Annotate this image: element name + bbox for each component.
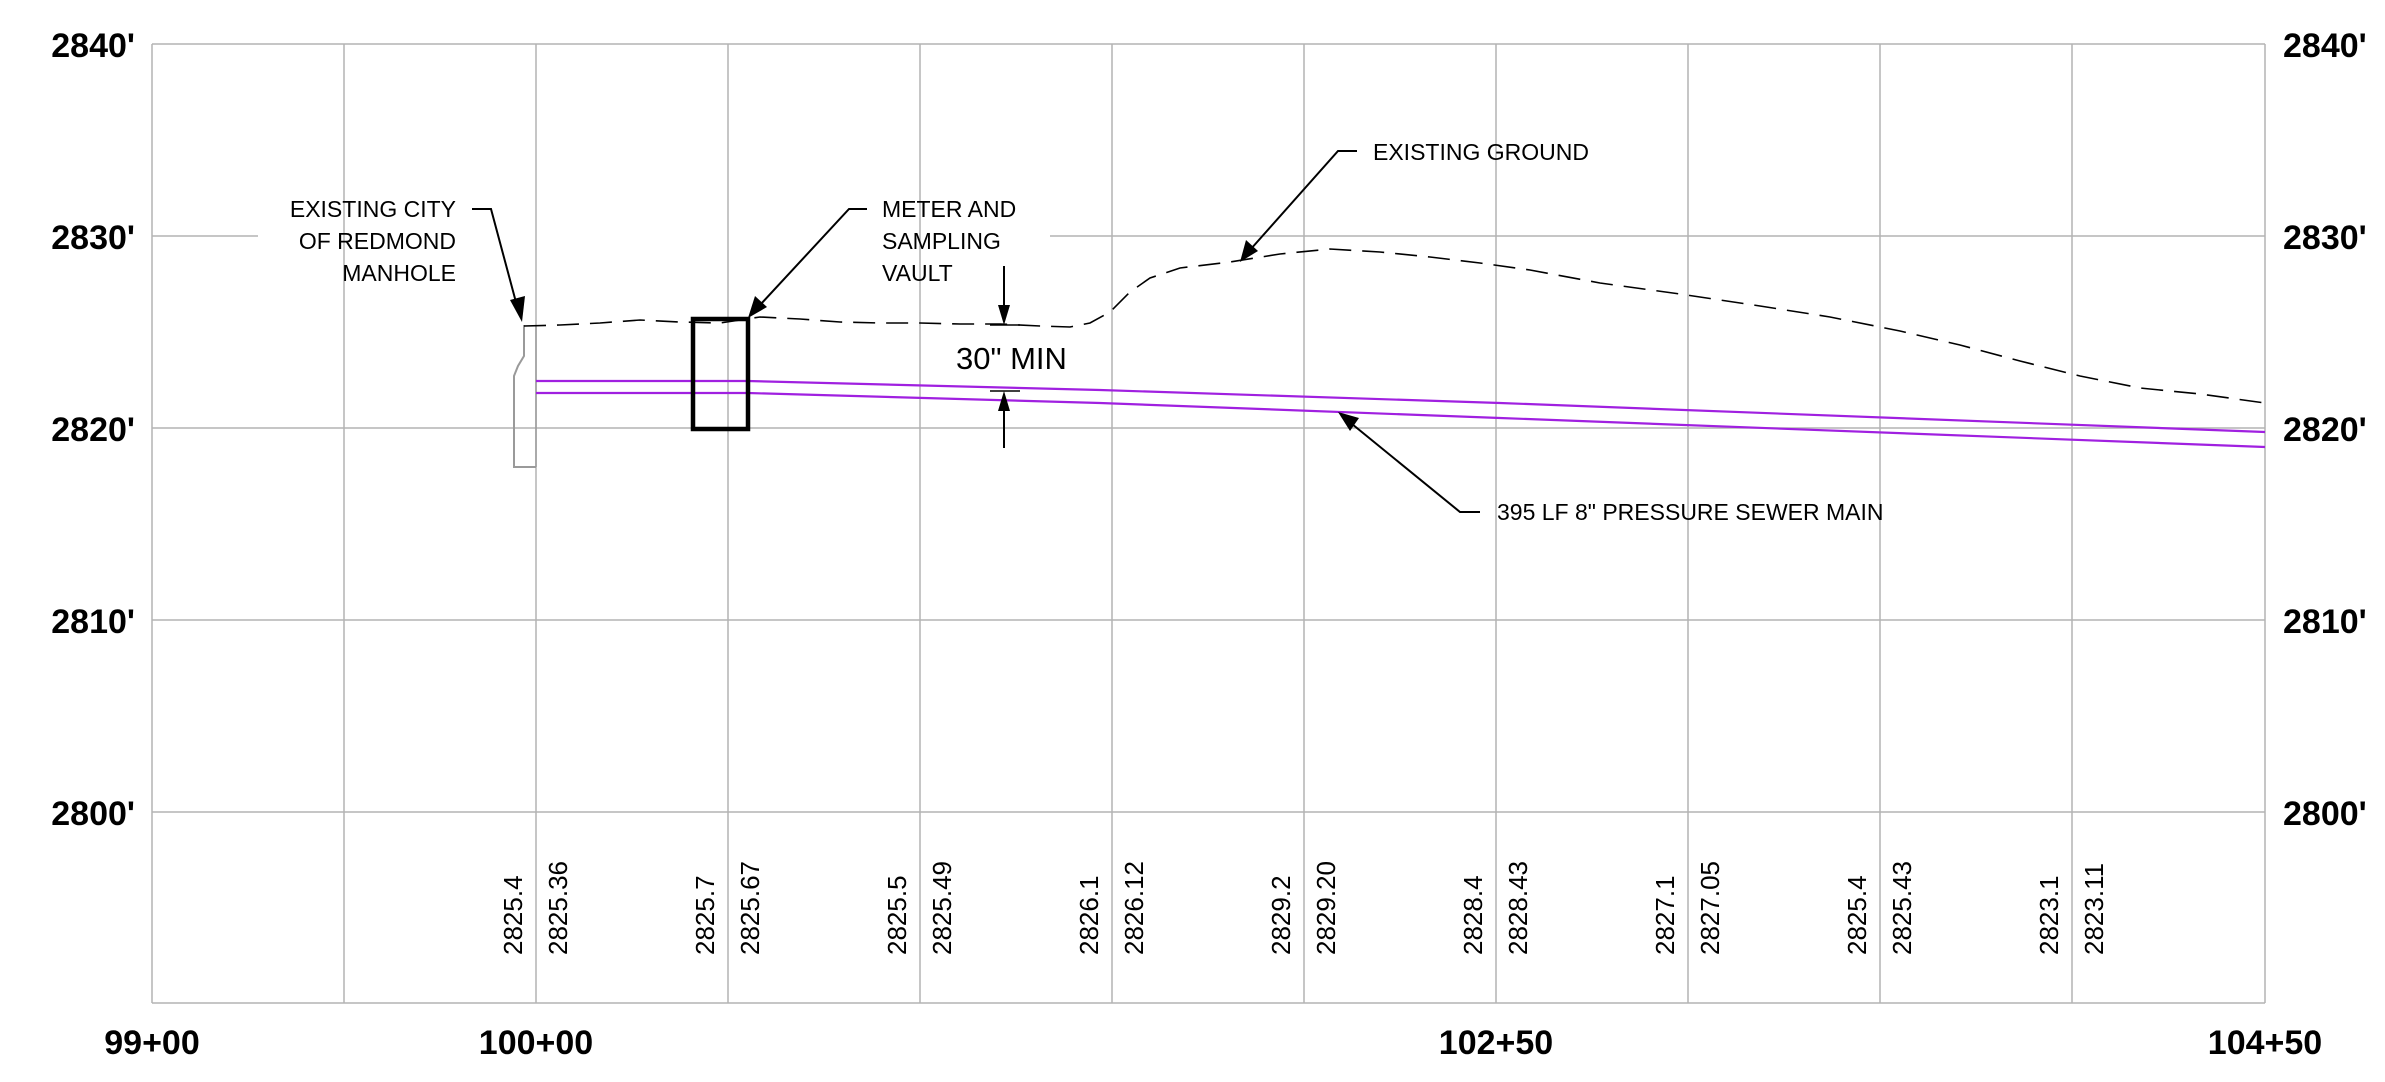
elev-label-right: 2830' [2283,219,2367,257]
grade-value-existing: 2829.2 [1266,875,1296,955]
cover-dimension: 30" MIN [956,266,1067,448]
grade-value-existing: 2825.7 [690,875,720,955]
manhole-note-line: MANHOLE [342,260,456,286]
grade-value-existing: 2825.4 [1842,875,1872,955]
grade-value-existing: 2826.1 [1074,875,1104,955]
left-elevation-labels: 2840' 2830' 2820' 2810' 2800' [51,27,135,833]
grade-value-design: 2825.36 [543,861,573,955]
meter-sampling-vault [690,316,751,432]
elev-label-left: 2800' [51,795,135,833]
sewer-pipe-bottom [536,391,2266,449]
manhole-callout: EXISTING CITY OF REDMOND MANHOLE [290,196,525,322]
elev-label-left: 2830' [51,219,135,257]
vault-note-line: SAMPLING [882,228,1001,254]
grade-value-design: 2823.11 [2079,863,2109,955]
cover-label: 30" MIN [956,341,1067,376]
elev-label-left: 2820' [51,411,135,449]
existing-manhole [513,325,536,468]
elev-label-left: 2840' [51,27,135,65]
grade-values: 2825.4 2825.36 2825.7 2825.67 2825.5 282… [498,861,2109,955]
right-elevation-labels: 2840' 2830' 2820' 2810' 2800' [2283,27,2367,833]
elev-label-right: 2840' [2283,27,2367,65]
elev-label-right: 2810' [2283,603,2367,641]
station-label: 102+50 [1439,1024,1553,1062]
grade-value-existing: 2828.4 [1458,875,1488,955]
vault-callout: METER AND SAMPLING VAULT [748,196,1016,318]
grade-value-existing: 2825.5 [882,875,912,955]
station-labels: 99+00 100+00 102+50 104+50 [104,1024,2322,1062]
grade-value-design: 2829.20 [1311,861,1341,955]
sewer-callout: 395 LF 8" PRESSURE SEWER MAIN [1338,412,1884,525]
station-label: 99+00 [104,1024,200,1062]
grade-value-design: 2826.12 [1119,861,1149,955]
manhole-note-line: OF REDMOND [299,228,456,254]
grade-value-existing: 2823.1 [2034,875,2064,955]
grade-value-design: 2828.43 [1503,861,1533,955]
ground-callout: EXISTING GROUND [1240,139,1589,262]
grade-value-design: 2825.43 [1887,861,1917,955]
grade-value-design: 2825.67 [735,861,765,955]
ground-note: EXISTING GROUND [1373,139,1589,165]
elev-label-right: 2800' [2283,795,2367,833]
existing-ground-line [523,248,2266,404]
vault-note-line: METER AND [882,196,1016,222]
grid [151,43,2266,1004]
sewer-pipe-top [536,379,2266,434]
grade-value-design: 2825.49 [927,861,957,955]
elev-label-right: 2820' [2283,411,2367,449]
manhole-note-line: EXISTING CITY [290,196,456,222]
sewer-note: 395 LF 8" PRESSURE SEWER MAIN [1497,499,1884,525]
vault-note-line: VAULT [882,260,953,286]
station-label: 100+00 [479,1024,593,1062]
grade-value-existing: 2827.1 [1650,875,1680,955]
grade-value-design: 2827.05 [1695,861,1725,955]
elev-label-left: 2810' [51,603,135,641]
station-label: 104+50 [2208,1024,2322,1062]
grade-value-existing: 2825.4 [498,875,528,955]
